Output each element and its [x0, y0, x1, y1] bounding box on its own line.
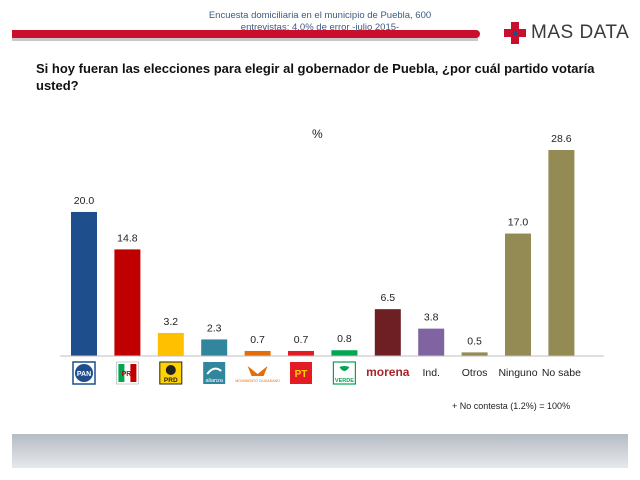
movimiento-ciudadano-logo: MOVIMIENTO CIUDADANO [235, 366, 280, 383]
value-label-no-sabe: 28.6 [551, 133, 572, 145]
bar-prd [157, 332, 184, 356]
tick-label-no-sabe: No sabe [542, 367, 581, 379]
tick-label-ninguno: Ninguno [498, 367, 537, 379]
bar-pan [71, 211, 97, 356]
alianza-logo: alianza [203, 362, 226, 384]
mas-data-logo: MAS DATA [504, 16, 629, 50]
footer-line-1: Encuesta domiciliaria en el municipio de… [208, 10, 432, 21]
pt-logo: PT [290, 362, 312, 384]
value-label-otros: 0.5 [467, 335, 482, 347]
value-label-ind-: 3.8 [424, 312, 439, 324]
bar-pt [288, 350, 314, 356]
footer-text: Encuesta domiciliaria en el municipio de… [0, 10, 640, 34]
value-label-morena: 6.5 [380, 292, 395, 304]
verde-logo: VERDE [332, 361, 356, 385]
bar-verde [331, 350, 358, 356]
value-label-pt: 0.7 [294, 334, 309, 346]
logo-text: MAS DATA [531, 22, 630, 43]
footer-line-2: entrevistas: 4.0% de error -julio 2015- [240, 22, 400, 33]
value-label-alianza: 2.3 [207, 322, 222, 334]
pan-logo: PAN [72, 361, 96, 385]
bar-movimiento-ciudadano [244, 350, 271, 356]
value-label-prd: 3.2 [163, 316, 178, 328]
bar-chart: 20.0 14.8 3.2 2.3 0.7 0.7 0.8 6.5 3.8 0.5 17.0 28.6… [60, 133, 604, 385]
tick-label-ind-: Ind. [422, 367, 440, 379]
svg-text:PRD: PRD [164, 377, 178, 384]
cross-icon [504, 22, 526, 44]
tick-label-otros: Otros [462, 367, 488, 379]
bar-otros [461, 352, 488, 356]
header-bar-shadow [12, 38, 478, 41]
bar-pri [114, 249, 141, 356]
footnote: + No contesta (1.2%) = 100% [452, 401, 571, 411]
footer-band [12, 434, 628, 468]
prd-logo: PRD [159, 361, 183, 385]
svg-text:PT: PT [295, 369, 308, 380]
pri-logo: PRI [116, 361, 139, 385]
svg-text:VERDE: VERDE [335, 378, 354, 384]
bar-ninguno [505, 233, 531, 356]
bar-morena [374, 309, 401, 356]
bar-no-sabe [548, 150, 575, 356]
bar-alianza [201, 339, 228, 356]
svg-text:alianza: alianza [205, 378, 223, 384]
value-label-verde: 0.8 [337, 333, 352, 345]
tick-label-morena: morena [366, 365, 410, 379]
svg-text:MOVIMIENTO CIUDADANO: MOVIMIENTO CIUDADANO [235, 379, 280, 383]
value-label-movimiento-ciudadano: 0.7 [250, 334, 265, 346]
unit-label: % [312, 127, 323, 141]
bar-ind- [418, 328, 445, 356]
header-accent-bar [12, 30, 480, 38]
svg-text:PRI: PRI [122, 371, 134, 378]
value-label-pan: 20.0 [74, 195, 95, 207]
svg-text:PAN: PAN [77, 371, 91, 378]
value-label-ninguno: 17.0 [508, 217, 529, 229]
value-label-pri: 14.8 [117, 232, 138, 244]
question-title: Si hoy fueran las elecciones para elegir… [36, 61, 595, 93]
